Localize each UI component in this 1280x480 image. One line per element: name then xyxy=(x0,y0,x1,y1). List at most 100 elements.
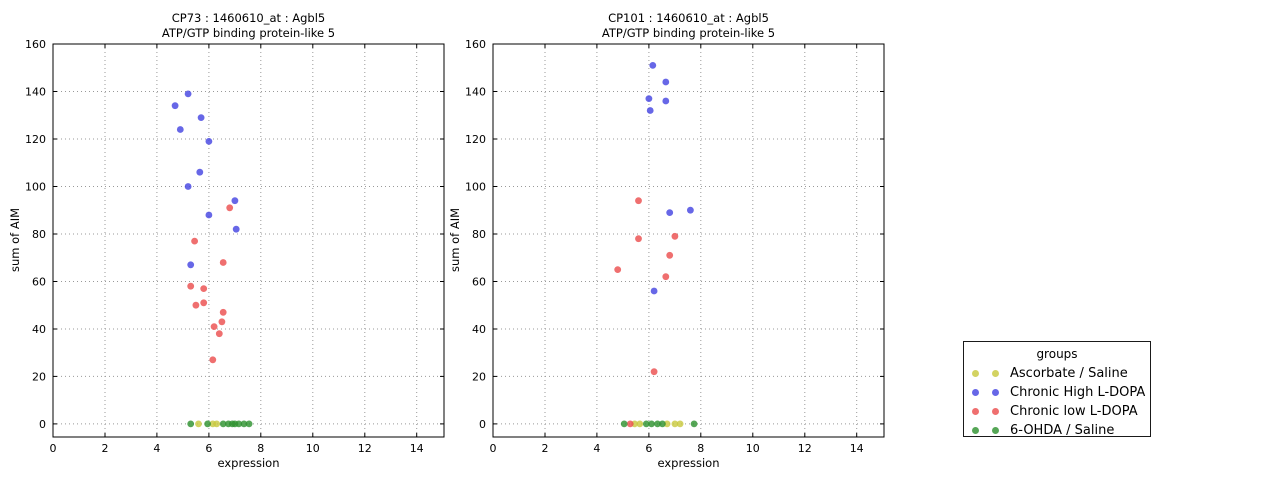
y-tick-label: 80 xyxy=(472,228,486,241)
data-point xyxy=(184,183,192,190)
series-6-ohda-saline xyxy=(187,420,253,428)
y-axis-label: sum of AIM xyxy=(8,207,22,273)
data-point xyxy=(218,318,226,326)
y-tick-label: 40 xyxy=(472,323,486,336)
data-point xyxy=(240,420,248,428)
data-point xyxy=(200,299,208,307)
data-point xyxy=(235,420,243,428)
legend-marker-icon xyxy=(992,370,999,377)
x-tick-label: 12 xyxy=(798,442,812,455)
data-point xyxy=(210,323,218,330)
data-point xyxy=(676,420,684,428)
data-point xyxy=(219,259,227,266)
series-chronic-high-l-dopa xyxy=(645,62,694,295)
gridlines xyxy=(493,44,884,437)
legend-marker-icon xyxy=(992,427,999,434)
plot-title-line1: CP101 : 1460610_at : Agbl5 xyxy=(608,11,769,25)
legend-entry: 6-OHDA / Saline xyxy=(964,421,1150,440)
data-point xyxy=(687,206,694,214)
y-tick-label: 140 xyxy=(25,86,46,99)
plot-title: CP101 : 1460610_at : Agbl5 ATP/GTP bindi… xyxy=(493,11,884,41)
series-chronic-low-l-dopa xyxy=(614,197,679,428)
series-chronic-high-l-dopa xyxy=(171,90,240,269)
data-point xyxy=(196,168,204,176)
data-point xyxy=(187,282,195,290)
data-point xyxy=(232,225,240,233)
data-point xyxy=(650,287,658,295)
plot-cp101: 0 2 4 6 8 10 12 14 0 20 40 60 80 100 120 140 160 CP101 :… xyxy=(440,0,910,480)
series-chronic-low-l-dopa xyxy=(187,204,234,364)
legend-title: groups xyxy=(1036,347,1078,361)
y-tick-label: 40 xyxy=(32,323,46,336)
y-tick-label: 0 xyxy=(39,418,46,431)
y-tick-label: 60 xyxy=(32,276,46,289)
x-axis-label: expression xyxy=(217,456,280,470)
legend-entry-label: Chronic low L-DOPA xyxy=(1010,404,1138,419)
plot-title-line1: CP73 : 1460610_at : Agbl5 xyxy=(171,11,326,25)
y-tick-label: 120 xyxy=(465,133,486,146)
series-ascorbate-saline xyxy=(195,420,221,428)
data-point xyxy=(614,266,622,273)
y-tick-label: 80 xyxy=(32,228,46,241)
data-point xyxy=(215,330,223,338)
data-point xyxy=(197,114,205,121)
x-tick-label: 12 xyxy=(358,442,372,455)
plot-title: CP73 : 1460610_at : Agbl5 ATP/GTP bindin… xyxy=(53,11,444,41)
data-point xyxy=(205,138,213,145)
data-point xyxy=(200,285,208,292)
x-axis-label: expression xyxy=(657,456,720,470)
data-point xyxy=(642,420,650,428)
y-tick-label: 160 xyxy=(25,38,46,51)
data-point xyxy=(645,95,653,102)
y-axis-label: sum of AIM xyxy=(448,207,462,273)
legend-entry-label: Chronic High L-DOPA xyxy=(1010,385,1146,400)
data-point xyxy=(176,126,184,133)
data-point xyxy=(666,251,674,259)
x-tick-label: 10 xyxy=(746,442,760,455)
y-tick-label: 0 xyxy=(479,418,486,431)
data-point xyxy=(659,420,666,428)
data-point xyxy=(650,368,658,376)
plot-title-line2: ATP/GTP binding protein-like 5 xyxy=(601,26,776,40)
x-tick-label: 4 xyxy=(593,442,600,455)
plot-frame xyxy=(492,43,885,438)
x-tick-label: 0 xyxy=(490,442,497,455)
y-tick-label: 20 xyxy=(32,370,46,383)
x-tick-label: 10 xyxy=(306,442,320,455)
data-point xyxy=(662,97,670,105)
x-tick-label: 8 xyxy=(257,442,264,455)
data-point xyxy=(666,209,674,217)
series-6-ohda-saline xyxy=(620,420,698,428)
data-point xyxy=(662,273,670,281)
data-point xyxy=(204,420,212,428)
legend: groups Ascorbate / Saline Chronic High L-… xyxy=(963,341,1151,440)
y-tick-label: 100 xyxy=(25,181,46,194)
y-tick-label: 160 xyxy=(465,38,486,51)
data-point xyxy=(690,420,698,428)
legend-entry-label: 6-OHDA / Saline xyxy=(1010,423,1115,438)
gridlines xyxy=(53,44,444,437)
data-point xyxy=(620,420,628,428)
x-tick-label: 2 xyxy=(542,442,549,455)
data-point xyxy=(226,204,234,212)
data-point xyxy=(245,420,253,428)
data-point xyxy=(626,420,634,428)
x-tick-label: 8 xyxy=(697,442,704,455)
legend-marker-icon xyxy=(992,389,999,396)
x-tick-label: 6 xyxy=(205,442,212,455)
legend-entries: Ascorbate / Saline Chronic High L-DOPA Chr… xyxy=(964,364,1150,440)
data-point xyxy=(635,197,642,205)
plot-title-line2: ATP/GTP binding protein-like 5 xyxy=(161,26,336,40)
legend-marker-icon xyxy=(972,370,979,377)
data-point xyxy=(195,420,202,428)
plot-cp73: 0 2 4 6 8 10 12 14 0 20 40 60 80 100 120 140 160 CP73 : … xyxy=(0,0,470,480)
data-point xyxy=(648,420,655,428)
legend-marker-icon xyxy=(992,408,999,415)
x-tick-label: 0 xyxy=(50,442,57,455)
plot-frame xyxy=(52,43,445,438)
